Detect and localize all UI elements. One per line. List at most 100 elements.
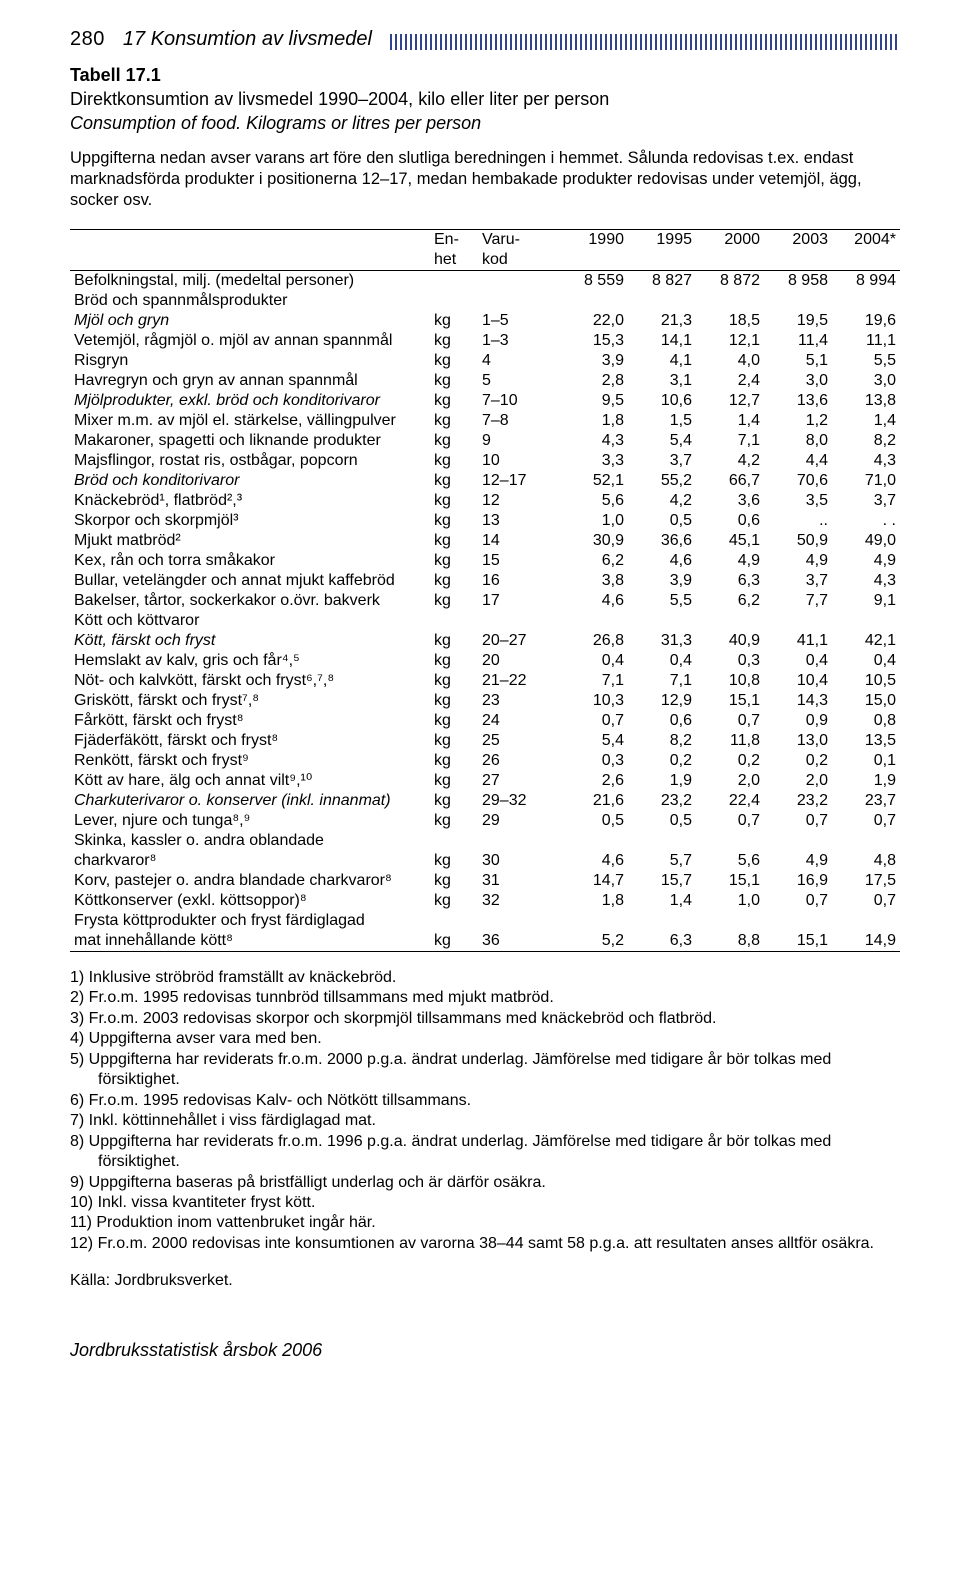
row-val-1: 7,1 <box>628 671 696 691</box>
row-val-2: 11,8 <box>696 731 764 751</box>
row-code: 1–5 <box>478 311 560 331</box>
row-label: Vetemjöl, rågmjöl o. mjöl av annan spann… <box>70 331 430 351</box>
row-unit: kg <box>430 551 478 571</box>
row-val-4: 4,3 <box>832 451 900 471</box>
row-unit: kg <box>430 311 478 331</box>
footnote: 4) Uppgifterna avser vara med ben. <box>70 1029 900 1049</box>
row-label-line2: mat innehållande kött⁸ <box>70 931 430 952</box>
row-val-2: 0,6 <box>696 511 764 531</box>
row-val-3: 23,2 <box>764 791 832 811</box>
row-val-4: 14,9 <box>832 931 900 952</box>
table-row: Fårkött, färskt och fryst⁸kg240,70,60,70… <box>70 711 900 731</box>
table-head: En- Varu- 1990 1995 2000 2003 2004* het … <box>70 229 900 270</box>
row-val-2: 3,6 <box>696 491 764 511</box>
row-val-1: 4,2 <box>628 491 696 511</box>
row-val-3: 13,6 <box>764 391 832 411</box>
row-val-4: 71,0 <box>832 471 900 491</box>
chapter-title: 17 Konsumtion av livsmedel <box>123 28 372 51</box>
row-label: Korv, pastejer o. andra blandade charkva… <box>70 871 430 891</box>
row-val-0: 2,6 <box>560 771 628 791</box>
row-val-2: 2,0 <box>696 771 764 791</box>
row-label: Makaroner, spagetti och liknande produkt… <box>70 431 430 451</box>
row-val-1: 1,5 <box>628 411 696 431</box>
table-subtitle: Consumption of food. Kilograms or litres… <box>70 113 900 134</box>
table-row: Frysta köttprodukter och fryst färdiglag… <box>70 911 900 931</box>
row-val-2: 4,2 <box>696 451 764 471</box>
row-val-4: 42,1 <box>832 631 900 651</box>
row-val-4: 3,0 <box>832 371 900 391</box>
row-val-3: 0,4 <box>764 651 832 671</box>
page: 280 17 Konsumtion av livsmedel Tabell 17… <box>0 0 960 1401</box>
table-row: Majsflingor, rostat ris, ostbågar, popco… <box>70 451 900 471</box>
col-year-0: 1990 <box>560 229 628 250</box>
table-row: Bakelser, tårtor, sockerkakor o.övr. bak… <box>70 591 900 611</box>
row-val-0: 1,8 <box>560 891 628 911</box>
table-row: Makaroner, spagetti och liknande produkt… <box>70 431 900 451</box>
population-val-0: 8 559 <box>560 270 628 291</box>
row-val-4: 11,1 <box>832 331 900 351</box>
row-code: 24 <box>478 711 560 731</box>
row-label: Fjäderfäkött, färskt och fryst⁸ <box>70 731 430 751</box>
row-val-3: 15,1 <box>764 931 832 952</box>
col-year-1: 1995 <box>628 229 696 250</box>
table-row: Skorpor och skorpmjöl³kg131,00,50,6... . <box>70 511 900 531</box>
row-val-2: 1,4 <box>696 411 764 431</box>
row-val-2: 22,4 <box>696 791 764 811</box>
row-val-2: 0,2 <box>696 751 764 771</box>
row-unit: kg <box>430 771 478 791</box>
row-val-0: 3,9 <box>560 351 628 371</box>
table-row: Kex, rån och torra småkakorkg156,24,64,9… <box>70 551 900 571</box>
row-label-line2: charkvaror⁸ <box>70 851 430 871</box>
footnote: 3) Fr.o.m. 2003 redovisas skorpor och sk… <box>70 1009 900 1029</box>
row-val-3: 0,9 <box>764 711 832 731</box>
row-val-4: 17,5 <box>832 871 900 891</box>
row-val-0: 1,0 <box>560 511 628 531</box>
footnote: 8) Uppgifterna har reviderats fr.o.m. 19… <box>70 1132 900 1173</box>
row-val-2: 66,7 <box>696 471 764 491</box>
footnotes: 1) Inklusive ströbröd framställt av knäc… <box>70 968 900 1255</box>
row-val-3: 4,9 <box>764 551 832 571</box>
row-val-3: 11,4 <box>764 331 832 351</box>
row-val-2: 8,8 <box>696 931 764 952</box>
row-val-2: 0,7 <box>696 811 764 831</box>
row-val-3: 0,7 <box>764 891 832 911</box>
row-unit: kg <box>430 811 478 831</box>
table-row: Havregryn och gryn av annan spannmålkg52… <box>70 371 900 391</box>
row-val-3: 0,7 <box>764 811 832 831</box>
row-code: 36 <box>478 931 560 952</box>
row-val-1: 8,2 <box>628 731 696 751</box>
table-row: Lever, njure och tunga⁸,⁹kg290,50,50,70,… <box>70 811 900 831</box>
footnote: 5) Uppgifterna har reviderats fr.o.m. 20… <box>70 1050 900 1091</box>
row-val-4: 19,6 <box>832 311 900 331</box>
row-val-1: 55,2 <box>628 471 696 491</box>
row-val-0: 3,8 <box>560 571 628 591</box>
row-unit: kg <box>430 871 478 891</box>
row-code: 9 <box>478 431 560 451</box>
table-row: Nöt- och kalvkött, färskt och fryst⁶,⁷,⁸… <box>70 671 900 691</box>
table-row: Mjöl och grynkg1–522,021,318,519,519,6 <box>70 311 900 331</box>
row-unit: kg <box>430 351 478 371</box>
row-val-1: 31,3 <box>628 631 696 651</box>
row-unit: kg <box>430 571 478 591</box>
row-val-1: 5,5 <box>628 591 696 611</box>
row-label: Renkött, färskt och fryst⁹ <box>70 751 430 771</box>
row-val-3: 3,5 <box>764 491 832 511</box>
table-row: Köttkonserver (exkl. köttsoppor)⁸kg321,8… <box>70 891 900 911</box>
row-code: 30 <box>478 851 560 871</box>
row-val-0: 26,8 <box>560 631 628 651</box>
footnote: 10) Inkl. vissa kvantiteter fryst kött. <box>70 1193 900 1213</box>
row-code: 32 <box>478 891 560 911</box>
row-val-0: 4,3 <box>560 431 628 451</box>
col-code-1: Varu- <box>478 229 560 250</box>
row-label: Lever, njure och tunga⁸,⁹ <box>70 811 430 831</box>
row-val-0: 5,4 <box>560 731 628 751</box>
row-val-1: 1,9 <box>628 771 696 791</box>
row-unit: kg <box>430 731 478 751</box>
row-code: 1–3 <box>478 331 560 351</box>
row-val-4: 49,0 <box>832 531 900 551</box>
page-number: 280 <box>70 28 105 51</box>
row-val-0: 0,4 <box>560 651 628 671</box>
footnote: 2) Fr.o.m. 1995 redovisas tunnbröd tills… <box>70 988 900 1008</box>
row-code: 31 <box>478 871 560 891</box>
row-unit: kg <box>430 531 478 551</box>
